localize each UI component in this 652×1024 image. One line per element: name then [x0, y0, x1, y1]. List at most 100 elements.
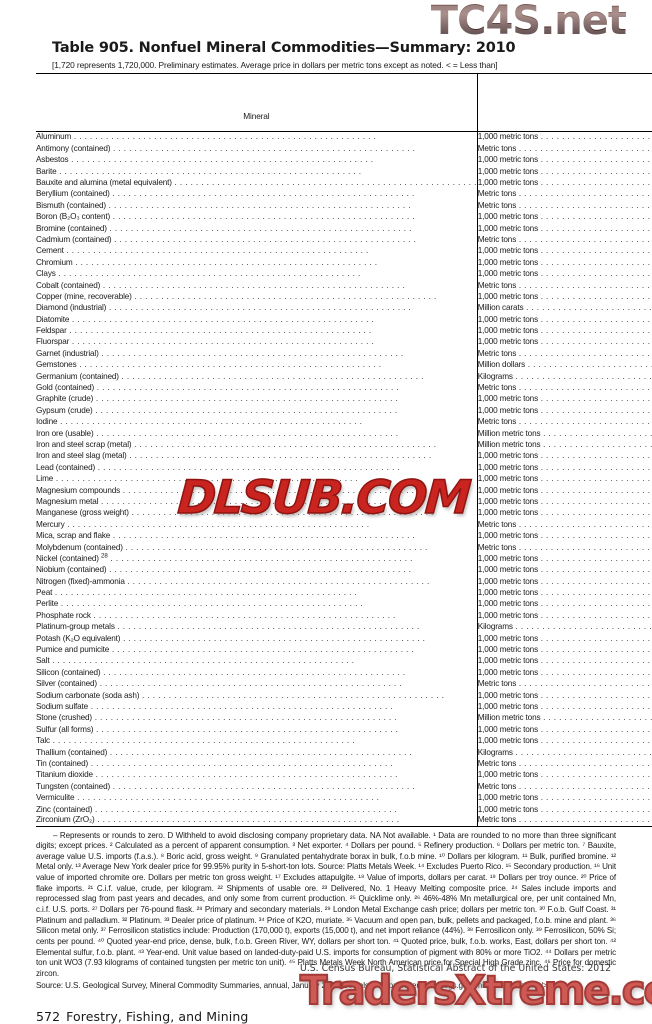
leader-dots: . . . . . . . . . . . . . . . . . . . . … [92, 405, 398, 415]
leader-dots: . . . . . . . . . . . . . . . . . . . . … [518, 189, 652, 199]
cell-mineral: Barite . . . . . . . . . . . . . . . . .… [36, 165, 478, 177]
leader-dots: . . . . . . . . . . . . . . . . . . . . … [55, 269, 361, 279]
cell-unit: Metric tons . . . . . . . . . . . . . . … [477, 815, 652, 826]
table-row: Garnet (industrial) . . . . . . . . . . … [36, 347, 652, 359]
table-row: Platinum-group metals . . . . . . . . . … [36, 620, 652, 633]
cell-unit: 1,000 metric tons . . . . . . . . . . . … [477, 553, 652, 564]
table-headnote: [1,720 represents 1,720,000. Preliminary… [52, 60, 498, 70]
table-row: Lime . . . . . . . . . . . . . . . . . .… [36, 472, 652, 485]
cell-mineral: Iron ore (usable) . . . . . . . . . . . … [36, 427, 478, 439]
leader-dots: . . . . . . . . . . . . . . . . . . . . … [540, 633, 652, 643]
cell-mineral: Asbestos . . . . . . . . . . . . . . . .… [36, 153, 478, 166]
leader-dots: . . . . . . . . . . . . . . . . . . . . … [128, 508, 434, 518]
cell-unit: Kilograms . . . . . . . . . . . . . . . … [477, 746, 652, 757]
cell-mineral: Zinc (contained) . . . . . . . . . . . .… [36, 803, 478, 815]
cell-unit: 1,000 metric tons . . . . . . . . . . . … [477, 450, 652, 461]
cell-unit: 1,000 metric tons . . . . . . . . . . . … [477, 462, 652, 473]
source-text: Source: U.S. Geological Survey, Mineral … [36, 980, 550, 990]
leader-dots: . . . . . . . . . . . . . . . . . . . . … [518, 519, 652, 529]
cell-unit: 1,000 metric tons . . . . . . . . . . . … [477, 507, 652, 518]
leader-dots: . . . . . . . . . . . . . . . . . . . . … [540, 736, 652, 746]
leader-dots: . . . . . . . . . . . . . . . . . . . . … [93, 724, 399, 734]
cell-mineral: Gypsum (crude) . . . . . . . . . . . . .… [36, 404, 478, 416]
table-row: Germanium (contained) . . . . . . . . . … [36, 370, 652, 382]
cell-mineral: Nitrogen (fixed)-ammonia . . . . . . . .… [36, 575, 478, 587]
leader-dots: . . . . . . . . . . . . . . . . . . . . … [111, 234, 417, 244]
cell-mineral: Thallium (contained) . . . . . . . . . .… [36, 746, 478, 758]
table-row: Magnesium metal . . . . . . . . . . . . … [36, 495, 652, 508]
table-row: Stone (crushed) . . . . . . . . . . . . … [36, 712, 652, 724]
table-row: Tungsten (contained) . . . . . . . . . .… [36, 780, 652, 792]
cell-unit: Metric tons . . . . . . . . . . . . . . … [477, 200, 652, 211]
leader-dots: . . . . . . . . . . . . . . . . . . . . … [518, 200, 652, 210]
cell-unit: 1,000 metric tons . . . . . . . . . . . … [477, 644, 652, 655]
leader-dots: . . . . . . . . . . . . . . . . . . . . … [100, 667, 406, 677]
cell-unit: 1,000 metric tons . . . . . . . . . . . … [477, 256, 652, 267]
cell-unit: 1,000 metric tons . . . . . . . . . . . … [477, 154, 652, 165]
leader-dots: . . . . . . . . . . . . . . . . . . . . … [110, 531, 416, 541]
cell-mineral: Mica, scrap and flake . . . . . . . . . … [36, 529, 478, 542]
table-row: Silver (contained) . . . . . . . . . . .… [36, 677, 652, 690]
leader-dots: . . . . . . . . . . . . . . . . . . . . … [107, 747, 413, 757]
table-row: Thallium (contained) . . . . . . . . . .… [36, 746, 652, 758]
cell-mineral: Zirconium (ZrO₂) . . . . . . . . . . . .… [36, 814, 478, 827]
header-unit-spacer [477, 121, 652, 131]
cell-mineral: Diamond (industrial) . . . . . . . . . .… [36, 302, 478, 314]
cell-unit: 1,000 metric tons . . . . . . . . . . . … [477, 598, 652, 609]
cell-unit: Metric tons . . . . . . . . . . . . . . … [477, 780, 652, 791]
cell-mineral: Niobium (contained) . . . . . . . . . . … [36, 564, 478, 576]
leader-dots: . . . . . . . . . . . . . . . . . . . . … [540, 576, 652, 586]
leader-dots: . . . . . . . . . . . . . . . . . . . . … [92, 804, 398, 814]
cell-unit: Metric tons . . . . . . . . . . . . . . … [477, 382, 652, 393]
leader-dots: . . . . . . . . . . . . . . . . . . . . … [97, 679, 402, 689]
cell-unit: Million dollars . . . . . . . . . . . . … [477, 359, 652, 370]
leader-dots: . . . . . . . . . . . . . . . . . . . . … [100, 280, 406, 290]
leader-dots: . . . . . . . . . . . . . . . . . . . . … [518, 781, 652, 791]
leader-dots: . . . . . . . . . . . . . . . . . . . . … [88, 758, 393, 768]
cell-unit: Metric tons . . . . . . . . . . . . . . … [477, 143, 652, 154]
cell-mineral: Manganese (gross weight) . . . . . . . .… [36, 507, 478, 519]
table-row: Magnesium compounds . . . . . . . . . . … [36, 484, 652, 496]
table-row: Perlite . . . . . . . . . . . . . . . . … [36, 598, 652, 610]
cell-mineral: Cadmium (contained) . . . . . . . . . . … [36, 233, 478, 246]
table-row: Nitrogen (fixed)-ammonia . . . . . . . .… [36, 575, 652, 587]
leader-dots: . . . . . . . . . . . . . . . . . . . . … [69, 337, 375, 347]
cell-mineral: Lead (contained) . . . . . . . . . . . .… [36, 461, 478, 473]
cell-unit: 1,000 metric tons . . . . . . . . . . . … [477, 496, 652, 507]
leader-dots: . . . . . . . . . . . . . . . . . . . . … [110, 781, 415, 791]
leader-dots: . . . . . . . . . . . . . . . . . . . . … [122, 542, 428, 552]
cell-mineral: Aluminum . . . . . . . . . . . . . . . .… [36, 131, 478, 143]
header-mineral-spacer [36, 121, 478, 132]
cell-mineral: Magnesium metal . . . . . . . . . . . . … [36, 495, 478, 508]
cell-mineral: Graphite (crude) . . . . . . . . . . . .… [36, 393, 478, 405]
leader-dots: . . . . . . . . . . . . . . . . . . . . … [518, 758, 652, 768]
cell-unit: 1,000 metric tons . . . . . . . . . . . … [477, 325, 652, 336]
table-row: Bismuth (contained) . . . . . . . . . . … [36, 199, 652, 211]
leader-dots: . . . . . . . . . . . . . . . . . . . . … [518, 815, 652, 825]
cell-mineral: Cobalt (contained) . . . . . . . . . . .… [36, 279, 478, 291]
table-row: Chromium . . . . . . . . . . . . . . . .… [36, 256, 652, 268]
leader-dots: . . . . . . . . . . . . . . . . . . . . … [114, 622, 420, 632]
leader-dots: . . . . . . . . . . . . . . . . . . . . … [540, 474, 652, 484]
table-row: Asbestos . . . . . . . . . . . . . . . .… [36, 153, 652, 166]
cell-mineral: Nickel (contained) 28 . . . . . . . . . … [36, 552, 478, 565]
cell-mineral: Sodium carbonate (soda ash) . . . . . . … [36, 689, 478, 701]
table-row: Cadmium (contained) . . . . . . . . . . … [36, 233, 652, 246]
table-row: Barite . . . . . . . . . . . . . . . . .… [36, 165, 652, 177]
table-title: Table 905. Nonfuel Mineral Commodities—S… [52, 40, 516, 56]
cell-mineral: Boron (B₂O₃ content) . . . . . . . . . .… [36, 210, 478, 223]
leader-dots: . . . . . . . . . . . . . . . . . . . . … [69, 314, 375, 324]
leader-dots: . . . . . . . . . . . . . . . . . . . . … [543, 713, 652, 723]
table-row: Niobium (contained) . . . . . . . . . . … [36, 564, 652, 576]
leader-dots: . . . . . . . . . . . . . . . . . . . . … [107, 553, 413, 563]
table-row: Phosphate rock . . . . . . . . . . . . .… [36, 609, 652, 621]
cell-mineral: Lime . . . . . . . . . . . . . . . . . .… [36, 472, 478, 485]
cell-unit: 1,000 metric tons . . . . . . . . . . . … [477, 587, 652, 598]
leader-dots: . . . . . . . . . . . . . . . . . . . . … [518, 280, 652, 290]
table-row: Antimony (contained) . . . . . . . . . .… [36, 142, 652, 154]
leader-dots: . . . . . . . . . . . . . . . . . . . . … [527, 360, 652, 370]
cell-unit: 1,000 metric tons . . . . . . . . . . . … [477, 131, 652, 142]
cell-mineral: Cement . . . . . . . . . . . . . . . . .… [36, 245, 478, 257]
leader-dots: . . . . . . . . . . . . . . . . . . . . … [540, 701, 652, 711]
leader-dots: . . . . . . . . . . . . . . . . . . . . … [64, 519, 370, 529]
